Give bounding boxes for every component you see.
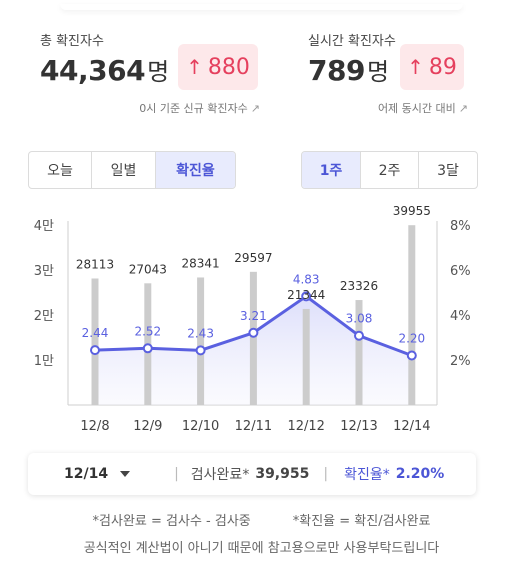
left-tick-label: 1만 <box>34 354 54 369</box>
realtime-delta-value: 89 <box>428 54 457 80</box>
realtime-confirmed-value: 789명 <box>308 52 389 87</box>
period-tabs: 1주 2주 3달 <box>301 151 478 189</box>
curved-arrow-icon: ↗ <box>250 102 260 115</box>
confirm-rate-chart: 1만 2만 3만 4만 2% 4% 6% 8% 28113 27043 28341 29597 2134… <box>34 205 471 434</box>
bar-value-label: 28341 <box>182 256 220 270</box>
x-tick-label: 12/11 <box>235 419 272 434</box>
footnote-disclaimer: 공식적인 계산법이 아니기 때문에 참고용으로만 사용부탁드립니다 <box>83 541 440 556</box>
total-confirmed-number: 44,364 <box>40 54 146 87</box>
realtime-confirmed-number: 789 <box>308 54 365 87</box>
tested-label: 검사완료* <box>190 467 250 483</box>
date-select-value[interactable]: 12/14 <box>64 466 109 482</box>
tab-1-week[interactable]: 1주 <box>302 152 361 188</box>
divider: | <box>174 466 179 482</box>
x-tick-label: 12/14 <box>393 419 430 434</box>
rate-value-label: 2.44 <box>82 326 109 340</box>
left-tick-label: 2만 <box>34 309 54 324</box>
bar-12-10 <box>197 277 205 405</box>
total-delta-badge: ↑ 880 <box>178 44 258 90</box>
footnote-tested: *검사완료 = 검사수 - 검사중 <box>92 514 251 529</box>
footnote-definitions: *검사완료 = 검사수 - 검사중 *확진율 = 확진/검사완료 <box>0 510 523 529</box>
view-mode-tabs: 오늘 일별 확진율 <box>28 151 236 189</box>
total-confirmed-stat: 총 확진자수 44,364명 ↑ 880 0시 기준 신규 확진자수 ↗ <box>40 30 260 120</box>
rate-value-label: 2.52 <box>134 324 161 338</box>
rate-value-label: 2.43 <box>187 326 214 340</box>
divider: | <box>323 466 329 482</box>
rate-value-label: 4.83 <box>293 272 320 286</box>
bar-12-13 <box>355 300 363 405</box>
date-summary-bar: 12/14 | 검사완료* 39,955 | 확진율* 2.20% <box>28 453 476 495</box>
rate-value-label: 3.08 <box>346 312 373 326</box>
realtime-confirmed-unit: 명 <box>366 58 390 86</box>
tab-2-weeks[interactable]: 2주 <box>361 152 419 188</box>
rate-point-12-13 <box>354 330 364 341</box>
realtime-delta-badge: ↑ 89 <box>400 44 464 90</box>
right-tick-label: 2% <box>450 354 471 369</box>
arrow-up-icon: ↑ <box>186 55 203 79</box>
bar-12-12 <box>302 308 310 405</box>
bar-value-label: 29597 <box>234 251 272 265</box>
bar-value-label: 28113 <box>76 257 114 271</box>
total-sub-caption: 0시 기준 신규 확진자수 ↗ <box>139 100 260 116</box>
bar-value-label: 39955 <box>393 205 431 218</box>
rate-value-label: 2.20 <box>398 332 425 346</box>
x-tick-label: 12/13 <box>340 419 377 434</box>
tab-3-months[interactable]: 3달 <box>437 163 459 179</box>
x-tick-label: 12/9 <box>133 419 162 434</box>
rate-point-12-9 <box>142 343 153 354</box>
rate-point-12-12 <box>301 291 312 302</box>
bar-value-label: 23326 <box>340 279 378 293</box>
rate-value-label: 3.21 <box>240 309 267 323</box>
right-tick-label: 6% <box>450 264 471 279</box>
rate-value: 2.20% <box>395 466 445 482</box>
realtime-sub-text: 어제 동시간 대비 <box>377 102 456 115</box>
realtime-confirmed-label: 실시간 확진자수 <box>308 34 396 49</box>
total-sub-text: 0시 기준 신규 확진자수 <box>139 102 248 115</box>
realtime-confirmed-stat: 실시간 확진자수 789명 ↑ 89 어제 동시간 대비 ↗ <box>308 30 468 120</box>
top-card-edge <box>0 0 523 10</box>
bar-value-label: 27043 <box>129 262 167 276</box>
right-tick-label: 4% <box>450 309 471 324</box>
chevron-down-icon[interactable] <box>120 471 131 477</box>
realtime-sub-caption: 어제 동시간 대비 ↗ <box>378 100 468 116</box>
left-tick-label: 4만 <box>34 219 54 234</box>
total-confirmed-value: 44,364명 <box>40 52 169 87</box>
total-confirmed-unit: 명 <box>147 58 170 86</box>
x-tick-label: 12/12 <box>287 419 324 434</box>
tab-daily[interactable]: 일별 <box>92 152 156 188</box>
bar-12-14 <box>408 225 416 405</box>
tab-confirm-rate[interactable]: 확진율 <box>156 152 235 188</box>
rate-point-12-8 <box>90 345 100 356</box>
rate-label: 확진율* <box>344 467 390 483</box>
right-tick-label: 8% <box>450 219 471 234</box>
tested-value: 39,955 <box>255 466 310 482</box>
rate-point-12-14 <box>406 350 417 361</box>
rate-point-12-10 <box>195 345 206 356</box>
x-tick-label: 12/10 <box>182 419 219 434</box>
total-delta-value: 880 <box>207 54 250 80</box>
footnote-rate: *확진율 = 확진/검사완료 <box>292 514 431 529</box>
left-tick-label: 3만 <box>34 264 54 279</box>
bar-12-8 <box>91 278 99 405</box>
curved-arrow-icon: ↗ <box>458 102 468 115</box>
tab-today[interactable]: 오늘 <box>29 152 92 188</box>
arrow-up-icon: ↑ <box>407 55 424 79</box>
total-confirmed-label: 총 확진자수 <box>40 34 104 49</box>
bar-value-label: 21344 <box>287 288 325 302</box>
rate-point-12-11 <box>248 327 259 338</box>
bar-12-11 <box>249 271 257 405</box>
x-tick-label: 12/8 <box>80 419 109 434</box>
